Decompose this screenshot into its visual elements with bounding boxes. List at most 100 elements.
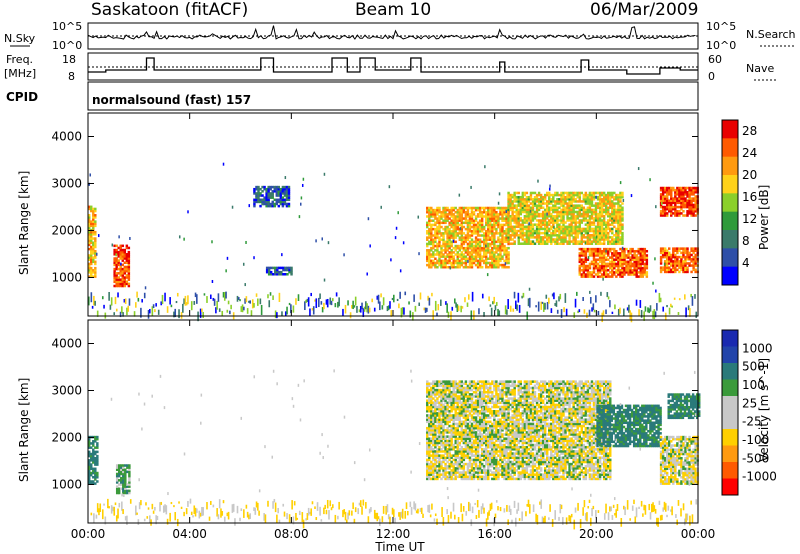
data-cell [482,225,486,229]
data-cell [444,475,447,479]
data-cell [438,227,441,231]
data-cell [564,200,567,203]
data-cell [485,215,488,218]
data-cell [682,197,685,200]
data-cell [552,214,555,218]
data-cell [617,234,620,237]
data-cell [430,405,433,409]
data-cell [478,246,482,250]
data-cell [452,386,455,390]
data-cell [499,230,502,233]
data-cell [468,431,472,434]
data-cell [554,242,557,245]
data-cell [600,214,604,218]
data-cell [454,259,457,263]
data-cell [440,213,443,216]
data-cell [682,193,685,196]
data-cell [267,294,269,299]
data-cell [638,309,640,317]
data-cell [602,266,606,270]
data-cell [428,236,431,239]
data-cell [480,210,484,214]
data-cell [117,470,121,474]
data-cell [519,223,523,226]
data-cell [507,251,510,254]
data-cell [436,234,439,237]
data-cell [90,442,93,445]
data-cell [115,250,118,254]
data-cell [584,249,588,253]
data-cell [670,264,673,267]
data-cell [596,247,600,251]
data-cell [127,246,131,250]
data-cell [92,216,95,219]
data-cell [448,230,451,233]
data-cell [619,269,622,272]
data-cell [92,224,95,228]
data-cell [446,244,449,248]
data-cell [430,213,433,216]
data-cell [117,261,120,265]
data-cell [448,257,451,261]
data-cell [694,188,697,192]
station-title: Saskatoon (fitACF) [91,0,248,20]
data-cell [472,382,476,386]
data-cell [119,284,122,288]
data-cell [645,262,649,266]
data-cell [598,275,602,278]
data-cell [639,271,642,274]
data-cell [611,264,614,268]
data-cell [279,194,283,197]
data-cell [663,260,667,263]
data-cell [454,223,457,227]
data-cell [495,227,498,231]
data-cell [93,295,95,306]
data-cell [472,221,476,225]
data-cell [517,221,520,224]
data-cell [462,255,466,258]
data-cell [445,301,447,305]
data-cell [434,456,437,460]
data-cell [556,242,559,245]
data-cell [428,405,431,409]
data-cell [501,242,504,246]
data-cell [123,298,126,303]
data-cell [522,292,525,298]
data-cell [480,213,484,216]
data-cell [572,195,575,199]
data-cell [284,268,287,272]
data-cell [444,477,447,481]
data-cell [276,312,278,319]
data-cell [456,433,459,436]
data-cell [586,229,590,233]
data-cell [452,467,455,470]
data-cell [128,489,131,493]
data-cell [680,212,683,215]
data-cell [271,202,274,206]
data-cell [505,221,508,225]
data-cell [444,416,447,419]
data-cell [578,271,581,274]
data-cell [676,264,679,267]
data-cell [442,445,445,449]
data-cell [460,429,464,432]
data-cell [525,219,529,222]
data-cell [279,187,283,191]
data-cell [541,214,545,218]
data-cell [456,384,459,388]
data-cell [464,475,468,479]
data-cell [438,395,441,398]
data-cell [474,223,478,227]
data-cell [452,213,455,216]
data-cell [434,441,437,445]
data-cell [513,231,516,235]
data-cell [444,450,447,453]
data-cell [92,249,95,253]
data-cell [300,196,303,200]
data-cell [452,420,455,424]
data-cell [432,433,435,436]
data-cell [442,384,445,388]
data-cell [446,439,449,443]
data-cell [426,393,429,396]
data-cell [527,242,531,245]
